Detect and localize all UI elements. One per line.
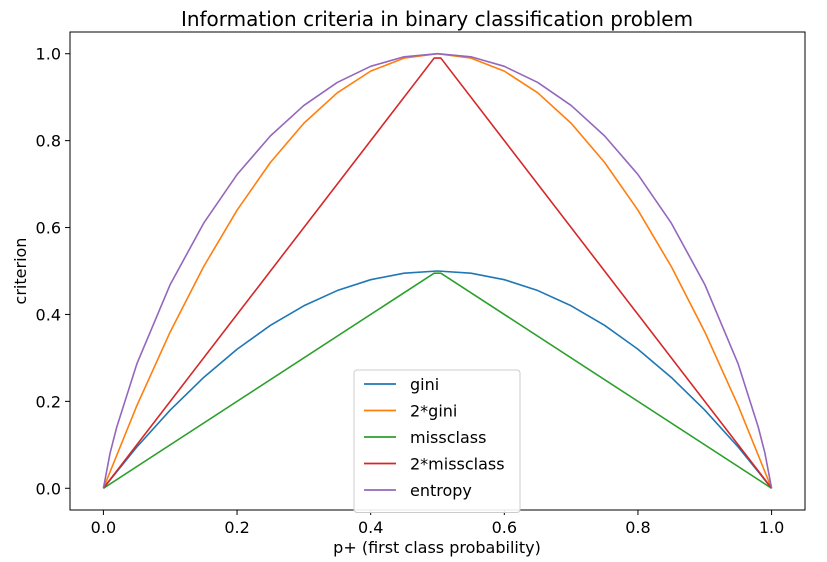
y-tick-label: 0.8	[36, 132, 61, 151]
legend-label: entropy	[410, 481, 472, 500]
y-axis: 0.0 0.2 0.4 0.6 0.8 1.0	[36, 45, 70, 498]
series-line-2-missclass	[102, 57, 773, 489]
x-tick-label: 0.8	[625, 518, 650, 537]
x-axis-label: p+ (first class probability)	[333, 538, 541, 557]
y-tick-label: 0.2	[36, 392, 61, 411]
x-tick-label: 0.4	[358, 518, 383, 537]
legend: gini 2*gini missclass 2*missclass entropy	[353, 369, 521, 513]
x-axis: 0.0 0.2 0.4 0.6 0.8 1.0	[91, 510, 784, 537]
x-tick-label: 0.6	[492, 518, 517, 537]
y-tick-label: 0.4	[36, 305, 61, 324]
y-tick-label: 1.0	[36, 45, 61, 64]
legend-label: gini	[410, 375, 439, 394]
series-line-missclass	[102, 272, 773, 489]
x-tick-label: 1.0	[759, 518, 784, 537]
series-line-entropy	[102, 52, 773, 489]
legend-box	[353, 369, 521, 513]
y-tick-label: 0.6	[36, 219, 61, 238]
chart-title: Information criteria in binary classific…	[181, 7, 693, 31]
x-tick-label: 0.2	[224, 518, 249, 537]
legend-label: 2*gini	[410, 402, 457, 421]
legend-label: missclass	[410, 428, 486, 447]
series-line-gini	[102, 270, 773, 489]
x-tick-label: 0.0	[91, 518, 116, 537]
y-tick-label: 0.0	[36, 479, 61, 498]
legend-label: 2*missclass	[410, 455, 505, 474]
y-axis-label: criterion	[11, 238, 30, 305]
plot-lines	[102, 52, 773, 489]
